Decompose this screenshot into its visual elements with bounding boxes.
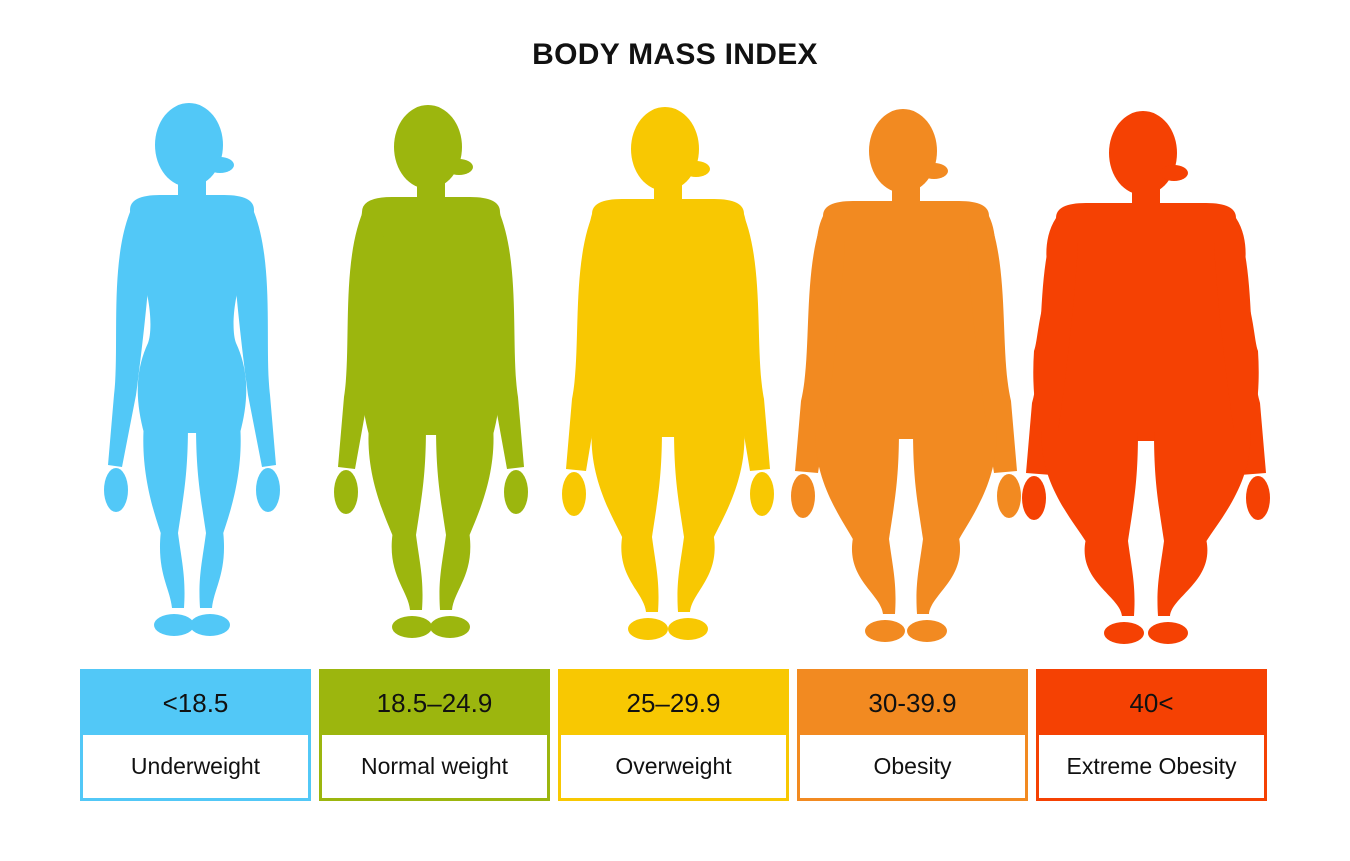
extremely-obese-female-silhouette-icon	[1022, 111, 1270, 644]
bmi-label: Underweight	[130, 753, 261, 779]
obese-female-silhouette-icon	[791, 109, 1021, 642]
bmi-range: 30-39.9	[800, 672, 1025, 735]
bmi-label: Obesity	[873, 753, 952, 779]
bmi-card-obesity: 30-39.9 Obesity	[797, 669, 1028, 801]
underweight-female-silhouette-icon	[104, 103, 280, 636]
bmi-range: 25–29.9	[561, 672, 786, 735]
bmi-label: Normal weight	[361, 753, 508, 779]
bmi-card-normal-weight: 18.5–24.9 Normal weight	[319, 669, 550, 801]
bmi-label: Overweight	[615, 753, 732, 779]
normal-weight-female-silhouette-icon	[334, 105, 528, 638]
bmi-card-underweight: <18.5 Underweight	[80, 669, 311, 801]
bmi-cards: <18.5 Underweight 18.5–24.9 Normal weigh…	[80, 669, 1270, 801]
bmi-card-extreme-obesity: 40< Extreme Obesity	[1036, 669, 1267, 801]
bmi-label: Extreme Obesity	[1066, 753, 1237, 779]
bmi-range: 18.5–24.9	[322, 672, 547, 735]
bmi-card-overweight: 25–29.9 Overweight	[558, 669, 789, 801]
overweight-female-silhouette-icon	[562, 107, 774, 640]
page-title: BODY MASS INDEX	[532, 38, 818, 71]
bmi-range: 40<	[1039, 672, 1264, 735]
bmi-range: <18.5	[83, 672, 308, 735]
